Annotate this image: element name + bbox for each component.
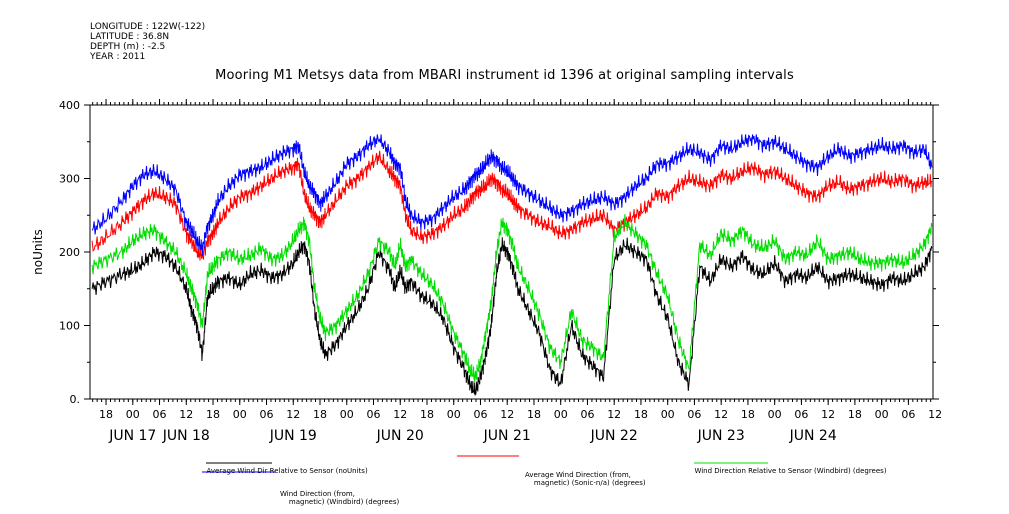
series-layer bbox=[91, 134, 933, 396]
x-tick-label: 00 bbox=[126, 408, 140, 421]
x-tick-label: 06 bbox=[901, 408, 915, 421]
legend-label-1: Average Wind Dir Relative to Sensor (noU… bbox=[206, 467, 368, 475]
x-tick-label: 18 bbox=[848, 408, 862, 421]
legend-entry-4: Wind Direction (from, magnetic) (Windbir… bbox=[202, 466, 399, 514]
x-tick-label: 06 bbox=[473, 408, 487, 421]
x-tick-label: 00 bbox=[447, 408, 461, 421]
metadata-block: LONGITUDE : 122W(-122) LATITUDE : 36.8N … bbox=[90, 22, 205, 62]
x-day-label: JUN 24 bbox=[789, 428, 837, 444]
y-tick-label: 400 bbox=[59, 99, 80, 112]
x-day-label: JUN 20 bbox=[376, 428, 424, 444]
legend-swatch-4 bbox=[202, 471, 276, 473]
x-tick-label: 12 bbox=[286, 408, 300, 421]
x-tick-label: 12 bbox=[821, 408, 835, 421]
x-tick-label: 06 bbox=[580, 408, 594, 421]
legend-label-4: Wind Direction (from, magnetic) (Windbir… bbox=[280, 490, 400, 506]
chart-title: Mooring M1 Metsys data from MBARI instru… bbox=[215, 68, 794, 83]
latitude-text: LATITUDE : 36.8N bbox=[90, 32, 170, 42]
legend-swatch-2 bbox=[457, 455, 519, 457]
x-tick-label: 18 bbox=[99, 408, 113, 421]
x-day-label: JUN 18 bbox=[162, 428, 210, 444]
depth-text: DEPTH (m) : -2.5 bbox=[90, 42, 166, 52]
legend-label-3: Wind Direction Relative to Sensor (Windb… bbox=[694, 467, 887, 475]
x-tick-label: 00 bbox=[554, 408, 568, 421]
legend-swatch-1 bbox=[206, 462, 273, 464]
x-tick-label: 12 bbox=[393, 408, 407, 421]
x-tick-label: 06 bbox=[687, 408, 701, 421]
axis-layer: 0. 100 200 300 400 18 00 06 12 18 00 06 12 18 00 06 12 18… bbox=[59, 99, 942, 444]
x-tick-label: 18 bbox=[527, 408, 541, 421]
x-tick-label: 06 bbox=[794, 408, 808, 421]
y-tick-label: 100 bbox=[59, 320, 80, 333]
x-tick-label: 06 bbox=[260, 408, 274, 421]
x-day-label: JUN 21 bbox=[483, 428, 531, 444]
x-day-label: JUN 17 bbox=[108, 428, 156, 444]
y-tick-label: 200 bbox=[59, 246, 80, 259]
x-tick-label: 06 bbox=[153, 408, 167, 421]
x-tick-label: 18 bbox=[741, 408, 755, 421]
year-text: YEAR : 2011 bbox=[90, 52, 146, 62]
x-tick-label: 12 bbox=[928, 408, 942, 421]
series-line-4 bbox=[91, 134, 933, 256]
longitude-text: LONGITUDE : 122W(-122) bbox=[90, 22, 206, 32]
x-tick-label: 00 bbox=[661, 408, 675, 421]
x-tick-label: 12 bbox=[714, 408, 728, 421]
x-tick-label: 12 bbox=[179, 408, 193, 421]
x-tick-label: 12 bbox=[500, 408, 514, 421]
y-tick-label: 300 bbox=[59, 173, 80, 186]
series-line-1 bbox=[91, 237, 933, 396]
x-day-label: JUN 23 bbox=[697, 428, 745, 444]
x-day-label: JUN 22 bbox=[590, 428, 638, 444]
x-day-label: JUN 19 bbox=[269, 428, 317, 444]
x-tick-label: 06 bbox=[366, 408, 380, 421]
legend-entry-3: Wind Direction Relative to Sensor (Windb… bbox=[690, 451, 887, 475]
x-tick-label: 18 bbox=[313, 408, 327, 421]
y-axis-label: noUnits bbox=[31, 229, 45, 275]
legend-entry-1: Average Wind Dir Relative to Sensor (noU… bbox=[202, 451, 368, 475]
legend-swatch-3 bbox=[694, 462, 769, 464]
legend-entry-2: Average Wind Direction (from, magnetic) … bbox=[457, 447, 646, 495]
y-tick-label: 0. bbox=[70, 393, 81, 406]
legend-label-2: Average Wind Direction (from, magnetic) … bbox=[525, 471, 646, 487]
x-tick-label: 18 bbox=[634, 408, 648, 421]
x-tick-label: 00 bbox=[233, 408, 247, 421]
series-line-3 bbox=[91, 214, 933, 382]
x-tick-label: 00 bbox=[875, 408, 889, 421]
x-tick-label: 12 bbox=[607, 408, 621, 421]
x-tick-label: 18 bbox=[420, 408, 434, 421]
series-line-2 bbox=[91, 150, 933, 261]
x-tick-label: 00 bbox=[768, 408, 782, 421]
x-tick-label: 18 bbox=[206, 408, 220, 421]
x-tick-label: 00 bbox=[340, 408, 354, 421]
